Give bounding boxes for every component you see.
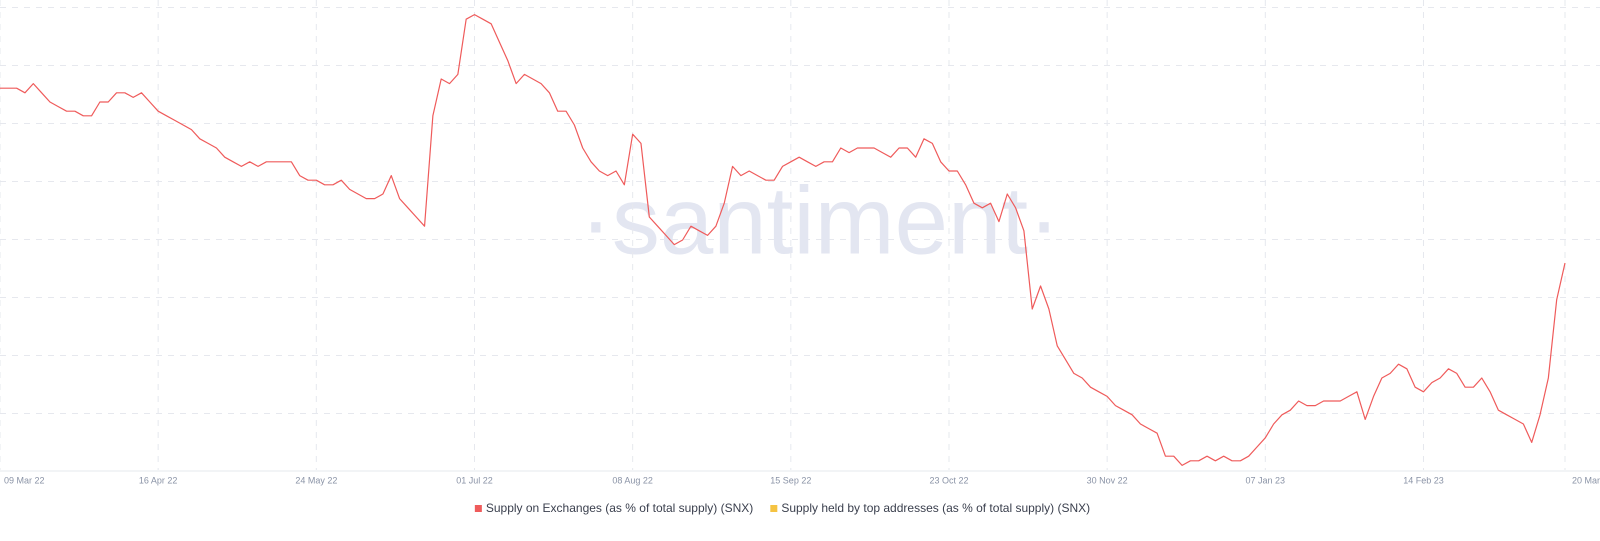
grid-background — [0, 7, 1600, 471]
legend-swatch — [474, 505, 482, 512]
x-tick-label: 23 Oct 22 — [929, 475, 968, 485]
x-tick-label: 01 Jul 22 — [456, 475, 493, 485]
legend-swatch — [770, 505, 778, 512]
x-tick-label: 09 Mar 22 — [4, 475, 45, 485]
x-tick-label: 15 Sep 22 — [770, 475, 811, 485]
x-tick-label: 30 Nov 22 — [1087, 475, 1128, 485]
x-tick-label: 14 Feb 23 — [1403, 475, 1444, 485]
legend-label: Supply on Exchanges (as % of total suppl… — [486, 501, 753, 515]
legend-label: Supply held by top addresses (as % of to… — [781, 501, 1090, 515]
watermark: ·santiment· — [580, 167, 1060, 274]
x-tick-label: 20 Mar — [1572, 475, 1600, 485]
legend: Supply on Exchanges (as % of total suppl… — [474, 501, 1090, 515]
x-tick-label: 07 Jan 23 — [1246, 475, 1286, 485]
x-tick-label: 08 Aug 22 — [612, 475, 653, 485]
x-tick-label: 16 Apr 22 — [139, 475, 178, 485]
series-line — [0, 14, 1566, 466]
x-tick-label: 24 May 22 — [295, 475, 337, 485]
